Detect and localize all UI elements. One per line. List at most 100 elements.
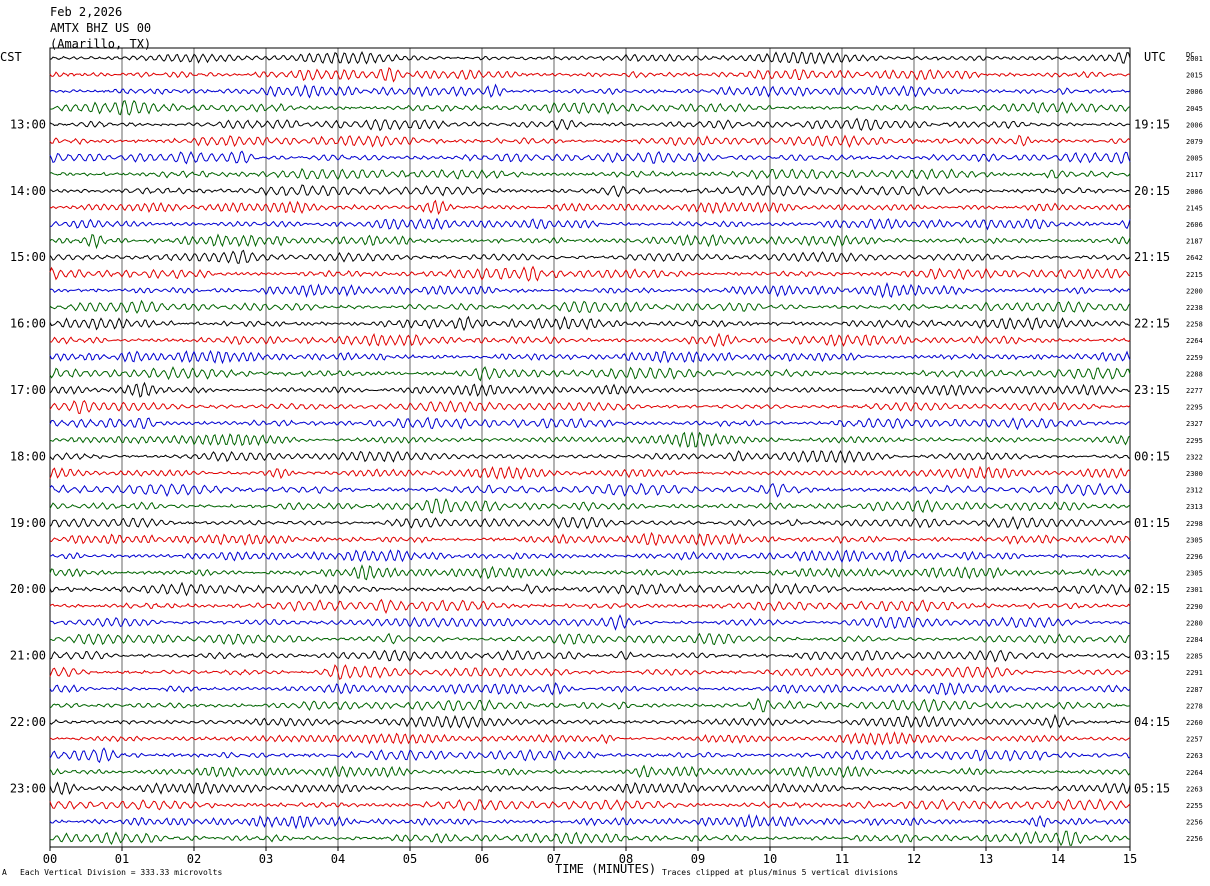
dc-offset-label: 2255 [1186,802,1203,810]
dc-offset-label: 2263 [1186,752,1203,760]
trace-line [49,697,1131,713]
left-timezone-label: CST [0,50,22,64]
trace-line [49,51,1131,65]
trace-line [49,117,1131,132]
x-tick-label: 06 [475,852,489,866]
x-tick-label: 15 [1123,852,1137,866]
dc-offset-label: 2263 [1186,785,1203,793]
trace-line [49,66,1131,83]
right-hour-label: 23:15 [1134,383,1170,397]
dc-offset-label: 2285 [1186,653,1203,661]
dc-offset-label: 2256 [1186,835,1203,843]
dc-offset-label: 2005 [1186,155,1203,163]
trace-line [49,682,1131,696]
x-tick-label: 04 [331,852,345,866]
axis-label-group: 00 01 02 03 04 05 06 07 08 09 10 11 12 13 14 15 2001 2015… [10,51,1203,866]
x-tick-label: 02 [187,852,201,866]
footer-clip-note: Traces clipped at plus/minus 5 vertical … [662,868,899,877]
dc-offset-label: 2296 [1186,553,1203,561]
trace-line [49,134,1131,148]
dc-offset-label: 2200 [1186,287,1203,295]
trace-line [49,781,1131,796]
dc-offset-label: 2238 [1186,304,1203,312]
x-tick-label: 08 [619,852,633,866]
trace-line [49,265,1131,282]
x-tick-label: 07 [547,852,561,866]
trace-line [49,581,1131,597]
trace-line [49,598,1131,615]
trace-line [49,400,1131,415]
trace-line [49,747,1131,764]
header-station: AMTX BHZ US 00 [50,21,152,35]
dc-offset-label: 2290 [1186,603,1203,611]
dc-offset-label: 2278 [1186,702,1203,710]
trace-line [49,549,1131,564]
header-date: Feb 2,2026 [50,5,123,19]
right-hour-label: 20:15 [1134,184,1170,198]
x-tick-label: 13 [979,852,993,866]
trace-line [49,564,1131,581]
dc-offset-label: 2287 [1186,686,1203,694]
dc-offset-label: 2215 [1186,271,1203,279]
trace-line [49,233,1131,250]
trace-line [49,199,1131,216]
right-hour-label: 03:15 [1134,649,1170,663]
dc-offset-label: 2642 [1186,254,1203,262]
left-hour-label: 17:00 [10,383,46,397]
trace-line [49,184,1131,198]
dc-offset-label: 2117 [1186,171,1203,179]
left-hour-label: 22:00 [10,715,46,729]
dc-offset-label: 2295 [1186,404,1203,412]
right-hour-label: 05:15 [1134,781,1170,795]
trace-line [49,83,1131,99]
trace-line [49,99,1131,116]
trace-line [49,431,1131,448]
trace-group [49,51,1131,847]
trace-line [49,315,1131,332]
dc-offset-label: 2256 [1186,819,1203,827]
trace-line [49,830,1130,847]
trace-line [49,465,1131,480]
right-hour-label: 21:15 [1134,250,1170,264]
right-hour-label: 02:15 [1134,582,1170,596]
trace-line [49,498,1131,514]
dc-offset-label: 2284 [1186,636,1203,644]
trace-line [49,515,1131,530]
x-tick-label: 10 [763,852,777,866]
left-hour-label: 14:00 [10,184,46,198]
dc-offset-label: 2291 [1186,669,1203,677]
dc-offset-label: 2260 [1186,719,1203,727]
dc-offset-label: 2258 [1186,321,1203,329]
dc-offset-label: 2006 [1186,188,1203,196]
dc-offset-label: 2264 [1186,769,1203,777]
dc-offset-label: 2045 [1186,105,1203,113]
right-hour-label: 19:15 [1134,117,1170,131]
dc-offset-label: 2606 [1186,221,1203,229]
trace-line [49,249,1131,264]
trace-line [49,798,1131,812]
right-hour-label: 00:15 [1134,449,1170,463]
left-hour-label: 18:00 [10,449,46,463]
x-tick-label: 09 [691,852,705,866]
dc-offset-label: 2313 [1186,503,1203,511]
footer-scale-note: Each Vertical Division = 333.33 microvol… [20,868,223,877]
trace-line [49,664,1131,680]
dc-offset-label: 2187 [1186,238,1203,246]
dc-offset-label: 2079 [1186,138,1203,146]
left-hour-label: 15:00 [10,250,46,264]
left-hour-label: 20:00 [10,582,46,596]
left-hour-label: 13:00 [10,117,46,131]
trace-line [49,813,1131,830]
x-tick-label: 03 [259,852,273,866]
trace-line [49,349,1131,365]
x-tick-label: 14 [1051,852,1065,866]
dc-offset-label: 2280 [1186,619,1203,627]
dc-offset-label: 2257 [1186,736,1203,744]
dc-offset-label: 2295 [1186,437,1203,445]
dc-offset-label: 2145 [1186,204,1203,212]
trace-line [49,281,1131,299]
dc-offset-label: 2259 [1186,354,1203,362]
plot-frame [49,47,1131,848]
dc-offset-label: 2015 [1186,72,1203,80]
